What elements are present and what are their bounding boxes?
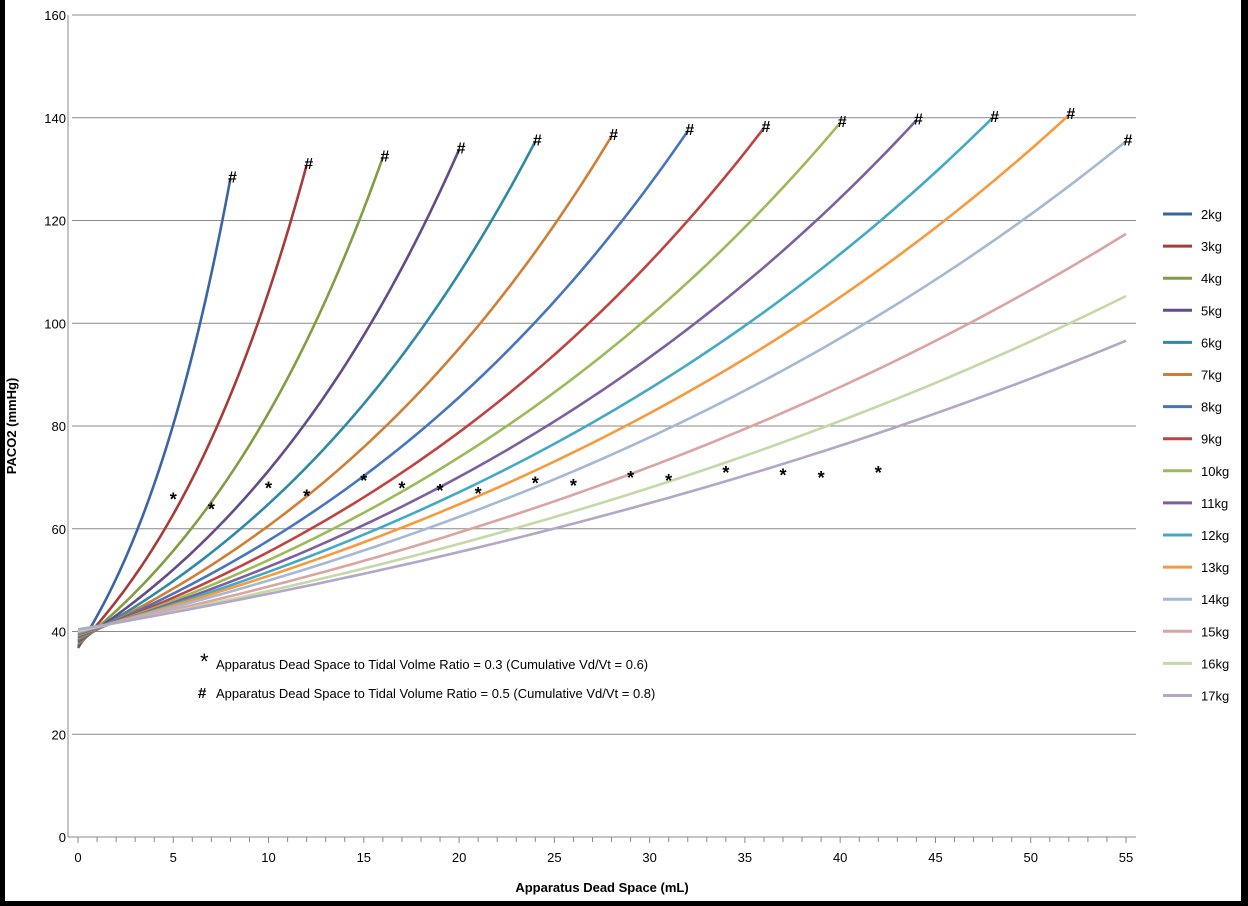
series-line-10kg — [77, 122, 842, 637]
x-tick-label: 30 — [642, 850, 656, 865]
hash-marker-2kg: # — [228, 169, 237, 186]
asterisk-marker-13kg: * — [665, 471, 672, 491]
series-line-2kg — [76, 178, 232, 649]
x-tick-label: 0 — [74, 850, 81, 865]
series-line-3kg — [77, 164, 308, 647]
asterisk-marker-4kg: * — [265, 478, 272, 498]
hash-marker-4kg: # — [380, 148, 389, 165]
x-tick-label: 55 — [1119, 850, 1133, 865]
x-tick-label: 25 — [547, 850, 561, 865]
hash-marker-6kg: # — [533, 132, 542, 149]
y-tick-label: 40 — [52, 625, 66, 640]
legend-label-16kg: 16kg — [1201, 656, 1229, 671]
x-tick-label: 5 — [170, 850, 177, 865]
hash-marker-13kg: # — [1066, 106, 1075, 123]
y-tick-label: 100 — [44, 316, 66, 331]
x-tick-label: 45 — [928, 850, 942, 865]
legend-label-8kg: 8kg — [1201, 400, 1222, 415]
hash-marker-3kg: # — [304, 156, 313, 173]
series-line-16kg — [77, 294, 1127, 632]
series-line-4kg — [77, 156, 385, 645]
series-line-11kg — [77, 119, 918, 636]
annotation-ratio-03-symbol: * — [200, 649, 209, 674]
y-axis-title: PACO2 (mmHg) — [4, 378, 19, 475]
axes: 0 20 40 60 80 100 120 140 160 0 5 10 15 20 25 30 35 40 45 5… — [44, 8, 1136, 865]
series-line-17kg — [77, 339, 1127, 631]
x-tick-label: 35 — [738, 850, 752, 865]
legend-label-12kg: 12kg — [1201, 528, 1229, 543]
legend-label-2kg: 2kg — [1201, 207, 1222, 222]
asterisk-marker-5kg: * — [303, 487, 310, 507]
series-line-6kg — [77, 140, 537, 642]
legend-label-3kg: 3kg — [1201, 239, 1222, 254]
hash-marker-11kg: # — [914, 111, 923, 128]
asterisk-marker-16kg: * — [818, 468, 825, 488]
x-tick-label: 40 — [833, 850, 847, 865]
asterisk-marker-11kg: * — [570, 476, 577, 496]
hash-marker-14kg: # — [1124, 132, 1133, 149]
asterisk-marker-17kg: * — [875, 463, 882, 483]
y-tick-label: 60 — [52, 522, 66, 537]
y-tick-label: 0 — [59, 830, 66, 845]
asterisk-marker-7kg: * — [398, 478, 405, 498]
annotation-ratio-05-text: Apparatus Dead Space to Tidal Volume Rat… — [216, 686, 655, 701]
asterisk-marker-9kg: * — [475, 484, 482, 504]
asterisk-marker-15kg: * — [780, 466, 787, 486]
series-line-14kg — [77, 140, 1127, 633]
annotation-ratio-03: * Apparatus Dead Space to Tidal Volme Ra… — [200, 649, 648, 674]
legend-label-17kg: 17kg — [1201, 689, 1229, 704]
y-tick-label: 140 — [44, 111, 66, 126]
y-tick-label: 80 — [52, 419, 66, 434]
legend: 2kg 3kg 4kg 5kg 6kg 7kg 8kg 9kg 10kg 11kg 12kg 13kg… — [1163, 207, 1229, 704]
asterisk-marker-2kg: * — [170, 489, 177, 509]
annotation-ratio-05-symbol: # — [198, 685, 207, 702]
asterisk-marker-8kg: * — [437, 481, 444, 501]
hash-marker-8kg: # — [685, 122, 694, 139]
legend-label-9kg: 9kg — [1201, 432, 1222, 447]
series-line-9kg — [77, 127, 765, 638]
x-tick-label: 10 — [261, 850, 275, 865]
hash-marker-9kg: # — [762, 119, 771, 136]
x-tick-label: 20 — [452, 850, 466, 865]
asterisk-marker-12kg: * — [627, 468, 634, 488]
y-tick-label: 20 — [52, 727, 66, 742]
series-line-5kg — [77, 149, 461, 643]
series-line-13kg — [77, 114, 1070, 634]
asterisk-marker-3kg: * — [208, 500, 215, 520]
legend-label-13kg: 13kg — [1201, 560, 1229, 575]
y-tick-label: 160 — [44, 8, 66, 23]
legend-label-5kg: 5kg — [1201, 303, 1222, 318]
legend-label-4kg: 4kg — [1201, 271, 1222, 286]
hash-marker-10kg: # — [838, 114, 847, 131]
series-lines — [76, 114, 1127, 649]
legend-label-6kg: 6kg — [1201, 335, 1222, 350]
legend-label-10kg: 10kg — [1201, 464, 1229, 479]
x-tick-label: 15 — [357, 850, 371, 865]
annotation-ratio-05: # Apparatus Dead Space to Tidal Volume R… — [198, 685, 655, 702]
series-line-12kg — [77, 116, 994, 635]
legend-label-14kg: 14kg — [1201, 592, 1229, 607]
series-line-7kg — [77, 135, 613, 640]
legend-label-7kg: 7kg — [1201, 368, 1222, 383]
hash-marker-7kg: # — [609, 127, 618, 144]
annotation-ratio-03-text: Apparatus Dead Space to Tidal Volme Rati… — [216, 657, 648, 672]
series-line-15kg — [77, 232, 1127, 633]
series-markers: * # * # * # * # * # * # * # * # * # * # * # * # * # * * * — [170, 106, 1133, 519]
y-tick-label: 120 — [44, 214, 66, 229]
legend-label-15kg: 15kg — [1201, 624, 1229, 639]
hash-marker-5kg: # — [457, 141, 466, 158]
asterisk-marker-6kg: * — [360, 471, 367, 491]
series-line-8kg — [77, 130, 689, 639]
asterisk-marker-10kg: * — [532, 473, 539, 493]
gridlines — [78, 14, 1136, 735]
legend-label-11kg: 11kg — [1201, 496, 1228, 511]
x-axis-title: Apparatus Dead Space (mL) — [515, 880, 688, 895]
x-tick-label: 50 — [1023, 850, 1037, 865]
asterisk-marker-14kg: * — [722, 463, 729, 483]
hash-marker-12kg: # — [990, 109, 999, 126]
